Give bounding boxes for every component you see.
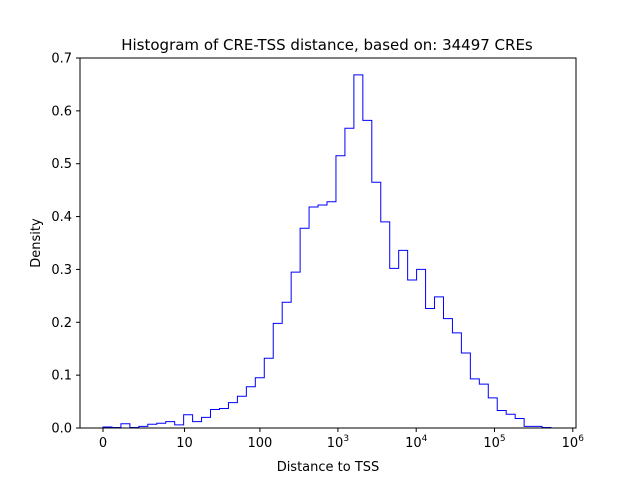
y-axis-label: Density [29,218,44,268]
x-tick-exponent: 4 [422,434,428,444]
y-tick-label: 0.1 [51,369,72,384]
y-tick-label: 0.7 [51,52,72,67]
x-axis: 0 10 100 103 104 105 106 [99,428,584,451]
y-tick-label: 0.0 [51,422,72,437]
y-tick-label: 0.3 [51,263,72,278]
y-tick-label: 0.6 [51,104,72,119]
x-tick-exponent: 6 [578,434,584,444]
plot-frame [79,57,577,429]
histogram-outline [102,74,552,428]
y-tick-label: 0.2 [51,316,72,331]
x-tick-label: 100 [248,436,273,451]
plot-area [79,57,577,429]
x-tick-label: 0 [99,436,107,451]
y-tick-label: 0.4 [51,210,72,225]
x-tick-label: 10 [176,436,193,451]
x-tick-label: 105 [483,434,505,451]
x-tick-exponent: 3 [343,434,349,444]
chart-title: Histogram of CRE-TSS distance, based on:… [121,36,533,54]
y-axis: 0.0 0.1 0.2 0.3 0.4 0.5 0.6 0.7 [51,52,80,437]
x-axis-label: Distance to TSS [277,460,380,475]
x-tick-label: 106 [562,434,585,451]
y-tick-label: 0.5 [51,157,72,172]
x-tick-label: 104 [405,434,428,451]
x-tick-label: 103 [327,434,349,451]
x-tick-exponent: 5 [500,434,506,444]
